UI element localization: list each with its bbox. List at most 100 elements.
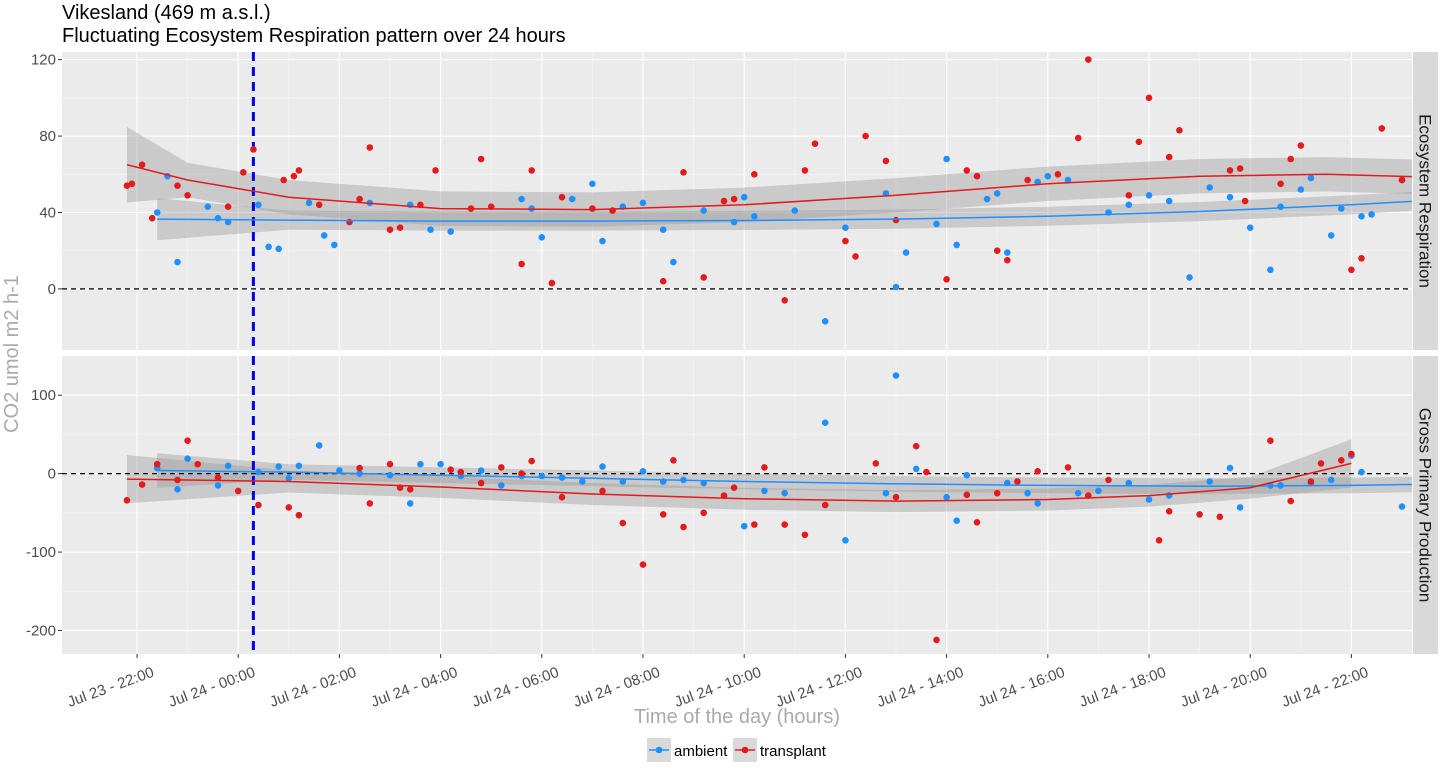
point-transplant: [285, 504, 293, 511]
point-ambient: [842, 537, 849, 544]
point-transplant: [973, 172, 981, 180]
point-transplant: [801, 531, 809, 539]
panel-gross-primary-production: -200 -100 0 100 Gross Primary Production: [26, 356, 1438, 654]
point-transplant: [1398, 176, 1406, 184]
point-transplant: [1348, 450, 1355, 458]
point-transplant: [700, 274, 707, 281]
point-ambient: [265, 243, 272, 251]
point-ambient: [1034, 178, 1041, 186]
y-tick-label: 40: [39, 204, 56, 221]
point-transplant: [138, 161, 146, 168]
legend-label: ambient: [674, 743, 728, 760]
point-ambient: [912, 465, 920, 473]
point-ambient: [447, 228, 455, 235]
point-ambient: [417, 460, 424, 468]
point-transplant: [1378, 125, 1386, 132]
point-ambient: [568, 195, 576, 203]
point-transplant: [1358, 254, 1365, 262]
point-ambient: [477, 467, 485, 474]
point-ambient: [1226, 193, 1234, 201]
point-ambient: [1236, 504, 1244, 511]
point-transplant: [148, 214, 156, 222]
point-ambient: [1034, 500, 1041, 507]
point-ambient: [902, 249, 910, 256]
point-ambient: [1074, 489, 1082, 497]
point-ambient: [953, 241, 960, 249]
point-transplant: [862, 132, 869, 140]
point-ambient: [983, 195, 991, 203]
point-transplant: [781, 297, 788, 304]
point-transplant: [751, 171, 758, 178]
point-transplant: [730, 195, 738, 203]
point-ambient: [153, 209, 161, 216]
point-transplant: [811, 140, 819, 147]
legend: ambient transplant: [647, 738, 827, 762]
point-ambient: [1327, 232, 1335, 239]
x-tick-label: Jul 24 - 22:00: [1280, 664, 1371, 711]
point-ambient: [882, 489, 890, 497]
ambient-confidence-band: [157, 191, 1412, 241]
point-ambient: [882, 190, 890, 197]
point-ambient: [791, 207, 799, 214]
point-transplant: [1348, 266, 1355, 274]
point-ambient: [599, 237, 606, 245]
point-ambient: [315, 442, 323, 449]
point-transplant: [432, 167, 439, 174]
point-transplant: [234, 487, 242, 495]
y-axis-title: CO2 umol m2 h-1: [1, 275, 23, 433]
point-ambient: [842, 224, 849, 231]
point-transplant: [1064, 464, 1072, 471]
x-tick-label: Jul 24 - 02:00: [268, 664, 359, 711]
point-ambient: [255, 201, 262, 209]
fit-line-transplant: [126, 163, 1412, 211]
point-transplant: [882, 157, 890, 165]
point-transplant: [892, 493, 900, 501]
point-transplant: [528, 457, 535, 465]
point-transplant: [781, 521, 788, 528]
point-ambient: [1206, 478, 1213, 485]
point-transplant: [1085, 56, 1092, 63]
point-transplant: [933, 636, 940, 644]
x-tick-label: Jul 24 - 08:00: [571, 664, 662, 711]
point-ambient: [305, 199, 313, 207]
point-ambient: [821, 318, 829, 325]
point-transplant: [659, 277, 667, 285]
point-ambient: [781, 489, 788, 497]
point-ambient: [538, 472, 546, 480]
x-axis-title: Time of the day (hours): [634, 706, 840, 728]
point-transplant: [255, 501, 262, 509]
point-ambient: [953, 517, 960, 524]
point-ambient: [639, 468, 647, 475]
x-tick-label: Jul 24 - 06:00: [470, 664, 561, 711]
point-ambient: [943, 493, 950, 501]
point-transplant: [447, 466, 455, 474]
facet-strip: [1413, 52, 1438, 350]
point-transplant: [1196, 511, 1203, 518]
point-ambient: [892, 372, 900, 379]
point-ambient: [993, 190, 1001, 197]
point-transplant: [912, 442, 920, 450]
point-transplant: [842, 237, 849, 245]
point-transplant: [1287, 155, 1294, 163]
point-transplant: [761, 464, 768, 471]
panel-ecosystem-respiration: 0 40 80 120 Ecosystem Respiration: [31, 52, 1438, 350]
point-transplant: [1165, 153, 1173, 161]
point-ambient: [1297, 186, 1305, 193]
point-ambient: [1145, 496, 1153, 503]
point-transplant: [993, 489, 1001, 497]
point-ambient: [1327, 476, 1335, 484]
point-ambient: [1064, 176, 1072, 184]
point-ambient: [1125, 479, 1133, 487]
point-transplant: [1155, 537, 1163, 544]
x-axis: Jul 23 - 22:00 Jul 24 - 00:00 Jul 24 - 02:…: [65, 654, 1371, 711]
point-ambient: [599, 463, 606, 470]
point-transplant: [1135, 138, 1143, 146]
point-transplant: [892, 216, 900, 224]
point-transplant: [250, 146, 257, 153]
point-transplant: [852, 253, 859, 260]
point-transplant: [386, 226, 394, 233]
point-transplant: [963, 167, 971, 174]
point-transplant: [518, 260, 525, 268]
point-ambient: [331, 241, 338, 249]
point-transplant: [558, 193, 566, 201]
